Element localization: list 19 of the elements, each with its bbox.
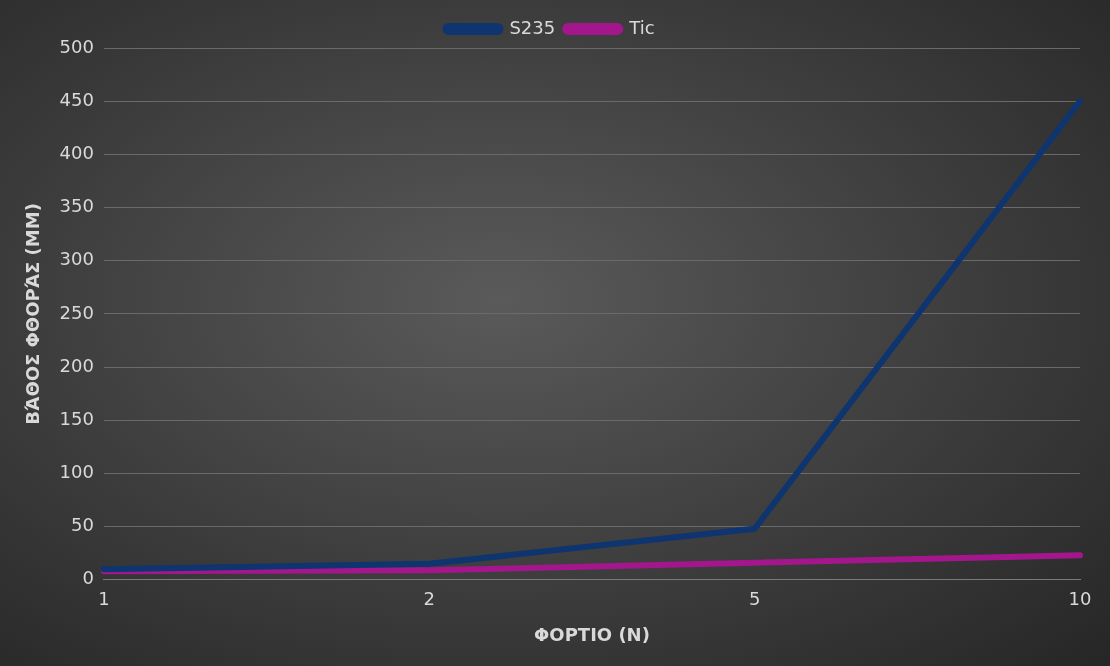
y-tick-label: 300 <box>59 248 94 270</box>
y-tick-label: 350 <box>59 195 94 217</box>
y-tick-label: 450 <box>59 88 94 110</box>
y-tick-label: 0 <box>82 567 94 589</box>
y-tick-label: 500 <box>59 35 94 57</box>
y-tick-label: 50 <box>71 514 94 536</box>
legend-label: S235 <box>509 16 556 38</box>
y-tick-label: 250 <box>59 301 94 323</box>
y-tick-label: 200 <box>59 354 94 376</box>
y-tick-label: 400 <box>59 142 94 164</box>
legend-label: Tic <box>628 16 655 38</box>
x-tick-label: 1 <box>98 588 110 610</box>
x-tick-label: 2 <box>423 588 436 610</box>
y-tick-label: 100 <box>59 461 94 483</box>
y-axis-title: ΒΆΘΟΣ ΦΘΟΡΆΣ (ΜΜ) <box>22 203 44 425</box>
x-tick-label: 5 <box>748 588 761 610</box>
y-tick-label: 150 <box>59 407 94 429</box>
x-axis-title: ΦΟΡΤΙΟ (N) <box>534 623 650 645</box>
x-tick-label: 10 <box>1068 588 1092 610</box>
